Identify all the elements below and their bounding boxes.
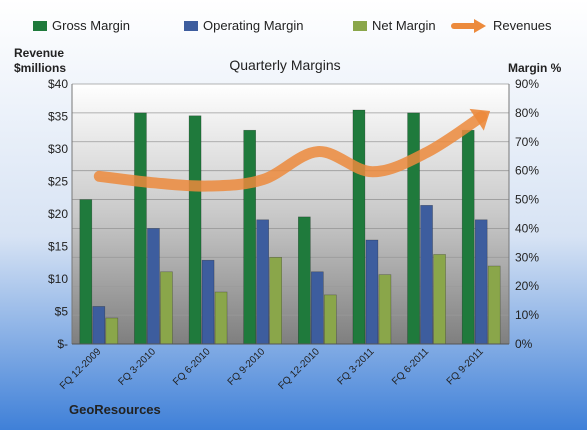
legend-swatch-operating-margin (184, 21, 198, 31)
gross-margin-bar (243, 129, 256, 345)
right-tick-label: 90% (515, 77, 539, 91)
gross-margin-bar (298, 216, 311, 345)
net-margin-bar (105, 317, 119, 345)
right-tick-label: 40% (515, 221, 539, 235)
legend-swatch-net-margin (353, 21, 367, 31)
net-margin-bar (433, 254, 446, 345)
left-tick-label: $15 (48, 240, 68, 254)
revenue-arrowhead (469, 108, 491, 131)
right-tick-label: 10% (515, 308, 539, 322)
legend-label-operating-margin: Operating Margin (203, 18, 303, 33)
right-tick-label: 30% (515, 250, 539, 264)
bars (79, 109, 501, 345)
left-tick-label: $5 (55, 305, 69, 319)
left-tick-label: $10 (48, 272, 68, 286)
operating-margin-bar (420, 205, 433, 345)
right-tick-label: 80% (515, 106, 539, 120)
gross-margin-bar (407, 112, 420, 345)
operating-margin-bar (201, 259, 215, 345)
right-tick-label: 50% (515, 193, 539, 207)
net-margin-bar (487, 265, 501, 345)
legend-label-revenues: Revenues (493, 18, 552, 33)
operating-margin-bar (311, 271, 324, 345)
operating-margin-bar (365, 239, 379, 345)
gross-margin-bar (134, 112, 147, 345)
gross-margin-bar (352, 109, 366, 345)
right-tick-label: 70% (515, 135, 539, 149)
gross-margin-bar (79, 199, 93, 345)
left-tick-label: $25 (48, 175, 68, 189)
legend: Gross Margin Operating Margin Net Margin… (33, 18, 552, 33)
left-tick-label: $35 (48, 110, 68, 124)
revenue-line (93, 111, 488, 192)
right-tick-label: 20% (515, 279, 539, 293)
company-name: GeoResources (69, 402, 161, 417)
operating-margin-bar (474, 219, 488, 345)
legend-arrowhead-revenues (474, 19, 486, 33)
left-axis-label-line1: Revenue (14, 46, 64, 60)
net-margin-bar (378, 274, 392, 345)
gross-margin-bar (188, 115, 202, 345)
legend-label-gross-margin: Gross Margin (52, 18, 130, 33)
chart-title: Quarterly Margins (229, 57, 340, 73)
left-tick-label: $30 (48, 142, 68, 156)
gross-margin-bar (461, 129, 475, 345)
left-tick-label: $20 (48, 207, 68, 221)
right-tick-label: 0% (515, 337, 533, 351)
left-axis-label-line2: $millions (14, 61, 66, 75)
left-tick-label: $40 (48, 77, 68, 91)
revenue-line-group (93, 108, 491, 192)
net-margin-bar (324, 294, 337, 345)
left-tick-label: $- (57, 337, 68, 351)
legend-swatch-gross-margin (33, 21, 47, 31)
operating-margin-bar (256, 219, 269, 345)
operating-margin-bar (147, 228, 160, 345)
right-axis-label: Margin % (508, 61, 562, 75)
right-tick-label: 60% (515, 164, 539, 178)
operating-margin-bar (92, 306, 106, 345)
net-margin-bar (269, 257, 282, 345)
net-margin-bar (160, 271, 173, 345)
net-margin-bar (214, 291, 228, 345)
legend-label-net-margin: Net Margin (372, 18, 436, 33)
